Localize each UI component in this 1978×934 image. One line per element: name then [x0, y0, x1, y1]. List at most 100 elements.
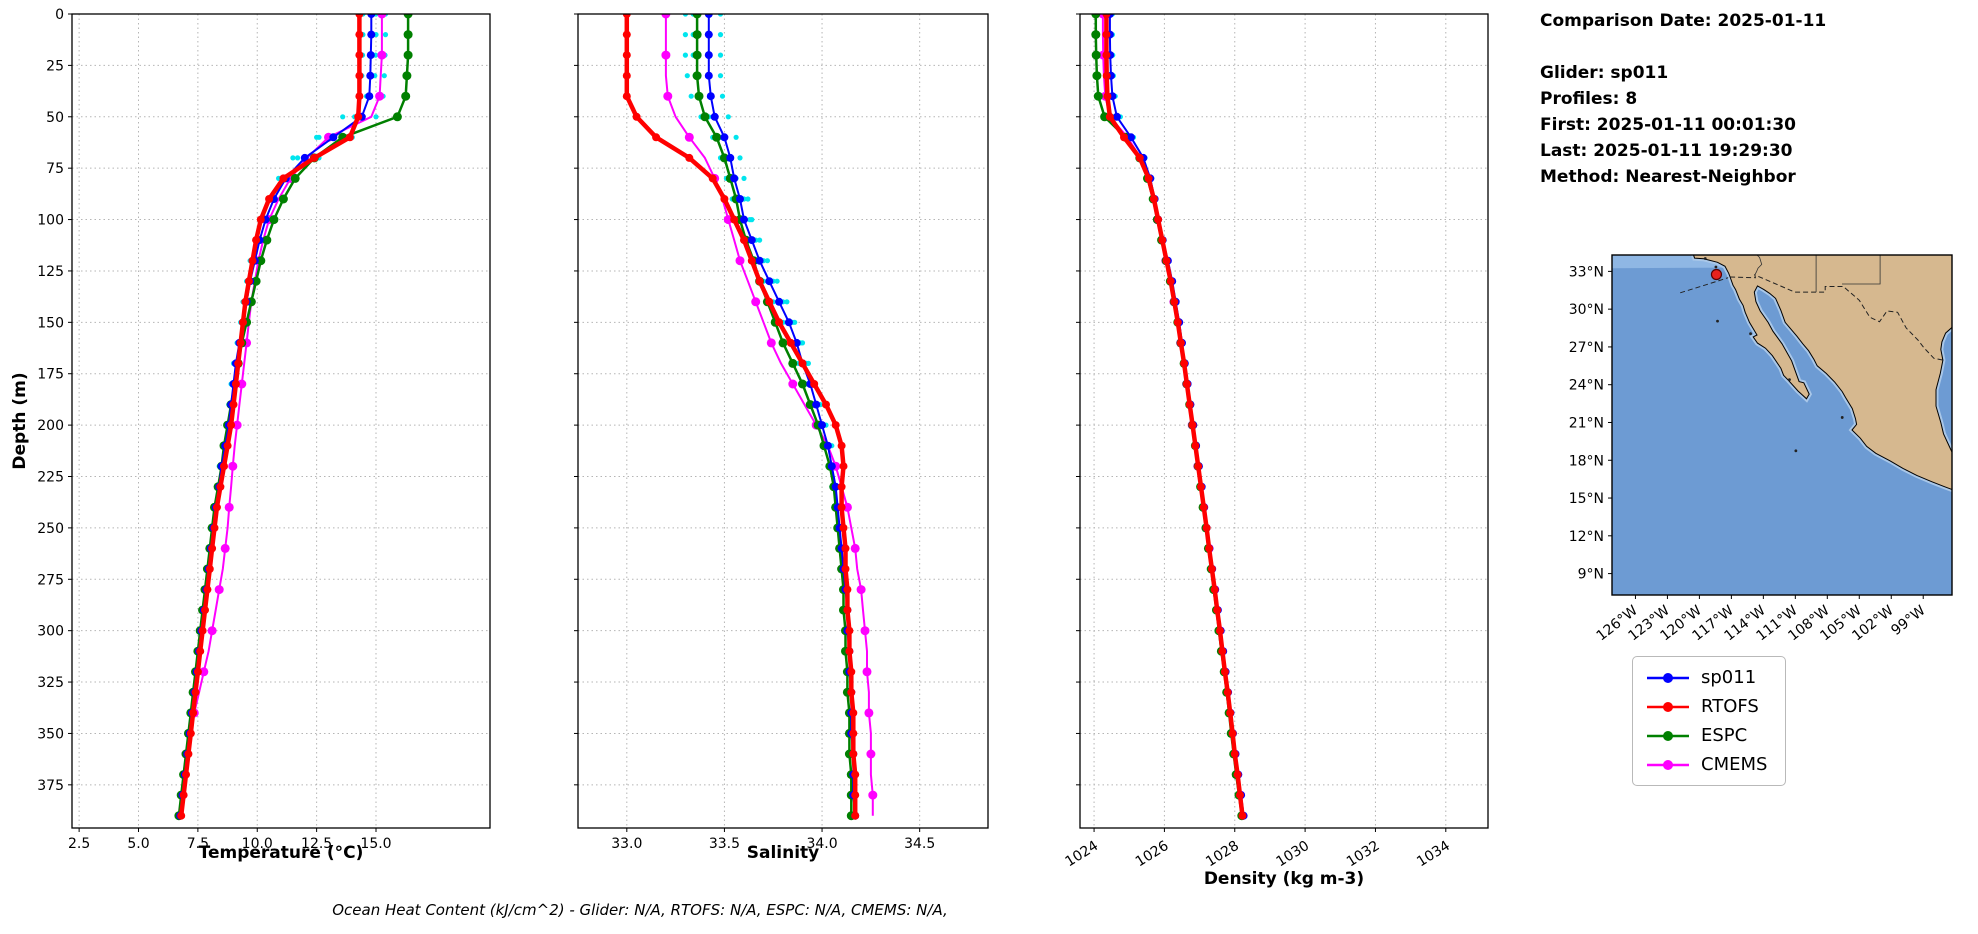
svg-text:9°N: 9°N	[1578, 567, 1604, 583]
svg-text:12.5: 12.5	[301, 836, 332, 852]
svg-text:33.5: 33.5	[709, 836, 740, 852]
y-axis-label: Depth (m)	[10, 372, 30, 470]
glider-location-marker	[1710, 268, 1723, 281]
legend: sp011 RTOFS ESPC CMEMS	[1632, 656, 1787, 786]
svg-text:2.5: 2.5	[68, 836, 90, 852]
svg-text:25: 25	[46, 58, 64, 74]
series-glider-profile-scatter-2	[717, 14, 858, 819]
axis-ticks: 2.5 5.0 7.5 10.0 12.5 15.0 0 25 50 75 100 125 150 175…	[37, 7, 391, 852]
legend-item-sp011: sp011	[1645, 667, 1767, 688]
svg-text:175: 175	[37, 367, 64, 383]
svg-text:21°N: 21°N	[1569, 415, 1604, 431]
svg-text:1032: 1032	[1344, 838, 1383, 870]
legend-line-sample	[1647, 730, 1689, 741]
series-CMEMS	[661, 14, 878, 816]
series-RTOFS	[177, 14, 364, 820]
svg-text:250: 250	[37, 521, 64, 537]
svg-text:225: 225	[37, 470, 64, 486]
info-line: Method: Nearest-Neighbor	[1540, 167, 1796, 187]
svg-text:200: 200	[37, 418, 64, 434]
legend-label: sp011	[1701, 667, 1757, 688]
legend-label: ESPC	[1701, 725, 1748, 746]
map-island	[1703, 257, 1707, 260]
info-line: Profiles: 8	[1540, 89, 1638, 109]
svg-text:15.0: 15.0	[360, 836, 391, 852]
svg-text:10.0: 10.0	[242, 836, 273, 852]
axes-frame	[577, 13, 989, 829]
grid	[72, 13, 490, 828]
comparison-date: Comparison Date: 2025-01-11	[1540, 11, 1827, 31]
svg-text:275: 275	[37, 572, 64, 588]
legend-item-CMEMS: CMEMS	[1645, 754, 1767, 775]
info-line: Glider: sp011	[1540, 63, 1669, 83]
series-glider-profile-scatter-3	[176, 14, 379, 819]
svg-text:1028: 1028	[1203, 838, 1242, 870]
chart-density: 1024 1026 1028 1030 1032 1034	[1062, 13, 1489, 870]
svg-text:27°N: 27°N	[1569, 340, 1604, 356]
map-frame	[1611, 254, 1953, 596]
map-island	[1788, 378, 1791, 382]
svg-text:34.0: 34.0	[806, 836, 837, 852]
legend-label: RTOFS	[1701, 696, 1759, 717]
series-ESPC	[1091, 14, 1247, 821]
svg-text:99°W: 99°W	[1888, 602, 1928, 639]
svg-text:375: 375	[37, 778, 64, 794]
map-island	[1840, 416, 1844, 419]
info-lines: Glider: sp011 Profiles: 8 First: 2025-01-1…	[1540, 60, 1826, 190]
density-axis-label: Density (kg m-3)	[1203, 869, 1365, 889]
grid	[578, 13, 988, 828]
series-RTOFS	[1102, 14, 1247, 820]
svg-text:300: 300	[37, 624, 64, 640]
svg-text:33°N: 33°N	[1569, 264, 1604, 280]
svg-text:350: 350	[37, 726, 64, 742]
series-RTOFS	[622, 14, 860, 820]
grid	[1080, 13, 1488, 828]
map-island	[1714, 265, 1718, 269]
svg-text:12°N: 12°N	[1569, 529, 1604, 545]
axis-ticks: 33.0 33.5 34.0 34.5	[574, 13, 935, 852]
svg-text:18°N: 18°N	[1569, 453, 1604, 469]
map-border-dashed	[1730, 274, 1943, 361]
legend-item-ESPC: ESPC	[1645, 725, 1767, 746]
svg-text:7.5: 7.5	[187, 836, 209, 852]
svg-text:24°N: 24°N	[1569, 378, 1604, 394]
svg-text:325: 325	[37, 675, 64, 691]
location-map: 33°N30°N27°N24°N21°N18°N15°N12°N9°N126°W…	[1569, 254, 1953, 644]
svg-text:0: 0	[55, 7, 64, 23]
map-state-line	[1754, 255, 1763, 276]
ocean-heat-content-note: Ocean Heat Content (kJ/cm^2) - Glider: N…	[332, 901, 948, 919]
info-panel: Comparison Date: 2025-01-11 Glider: sp01…	[1540, 8, 1826, 190]
legend-line-sample	[1647, 701, 1689, 712]
svg-text:150: 150	[37, 315, 64, 331]
svg-text:1024: 1024	[1062, 838, 1101, 870]
series-glider-profile-scatter-2	[1104, 14, 1245, 819]
svg-text:1026: 1026	[1133, 838, 1172, 870]
svg-text:1030: 1030	[1274, 838, 1313, 870]
info-line: Last: 2025-01-11 19:29:30	[1540, 141, 1793, 161]
svg-text:100: 100	[37, 213, 64, 229]
temperature-axis-label: Temperature (°C)	[198, 843, 364, 863]
info-line: First: 2025-01-11 00:01:30	[1540, 115, 1797, 135]
series-sp011	[176, 14, 376, 820]
svg-text:15°N: 15°N	[1569, 491, 1604, 507]
series-CMEMS	[177, 14, 387, 816]
svg-text:75: 75	[46, 161, 64, 177]
chart-temperature: 2.5 5.0 7.5 10.0 12.5 15.0 0 25 50 75 100 125 150 175…	[37, 7, 491, 852]
axes-frame	[71, 13, 491, 829]
series-sp011	[704, 14, 860, 820]
svg-text:34.5: 34.5	[904, 836, 935, 852]
map-island	[1749, 332, 1752, 336]
chart-salinity: 33.0 33.5 34.0 34.5	[574, 13, 989, 852]
map-state-line	[1842, 255, 1881, 285]
svg-text:33.0: 33.0	[611, 836, 642, 852]
axes-frame	[1079, 13, 1489, 829]
map-island	[1794, 449, 1798, 453]
svg-text:1034: 1034	[1414, 838, 1453, 870]
svg-text:5.0: 5.0	[127, 836, 149, 852]
svg-text:125: 125	[37, 264, 64, 280]
legend-label: CMEMS	[1701, 754, 1768, 775]
map-island	[1716, 319, 1719, 323]
map-border-dashed	[1680, 277, 1729, 294]
